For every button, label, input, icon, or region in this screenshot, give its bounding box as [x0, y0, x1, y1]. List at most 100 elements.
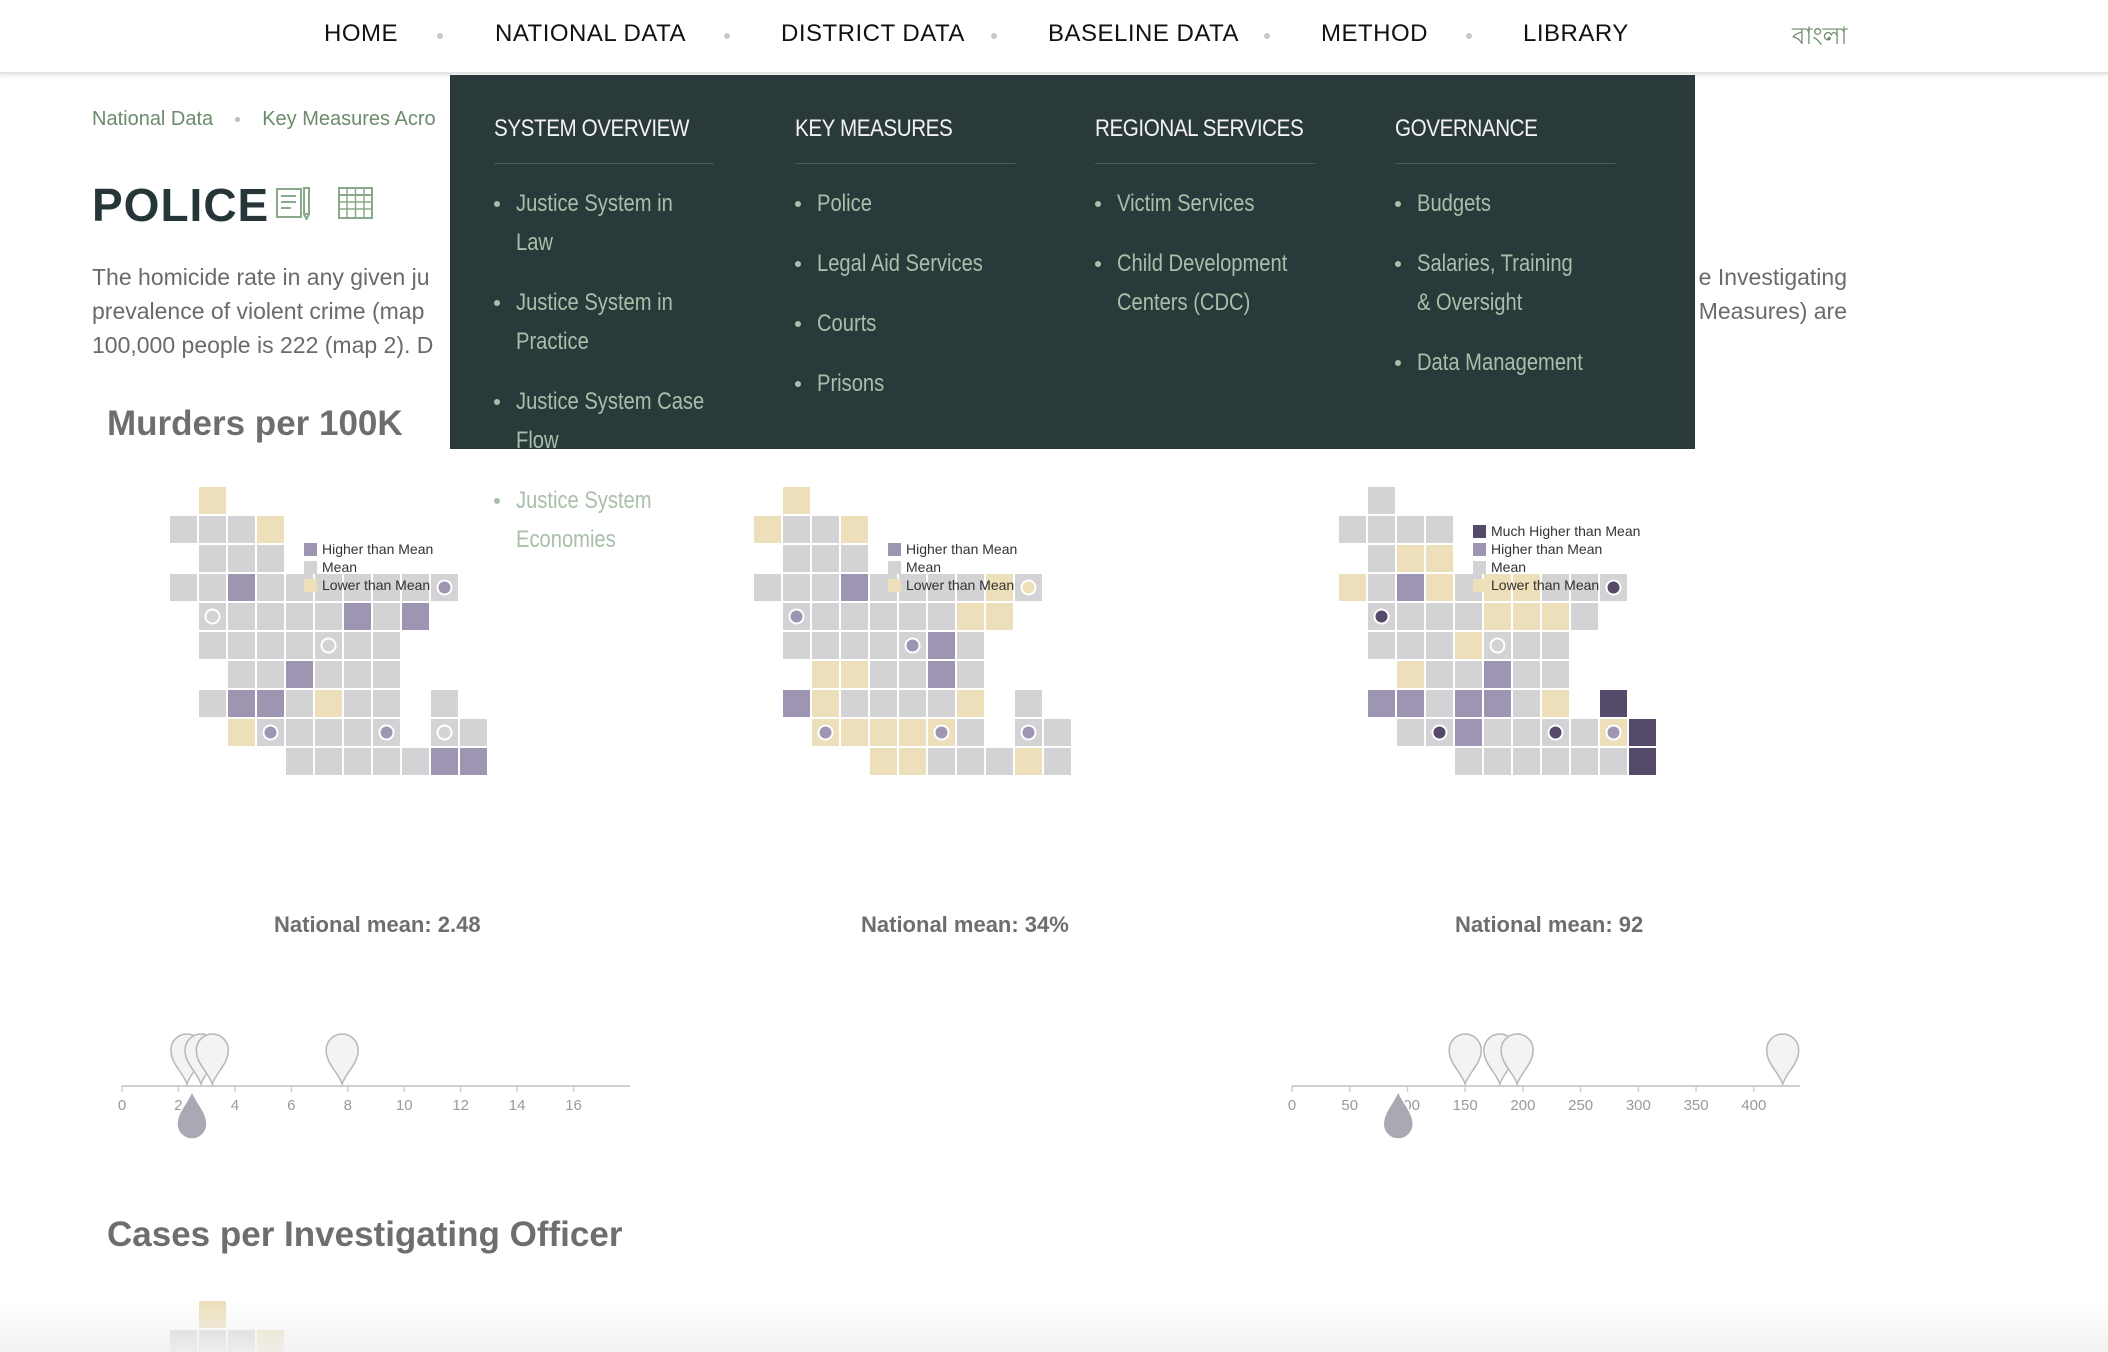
table-icon[interactable] — [338, 186, 374, 220]
district-value-pin[interactable] — [1765, 1033, 1800, 1087]
district-tile[interactable] — [315, 690, 342, 717]
district-tile[interactable] — [928, 632, 955, 659]
district-tile[interactable] — [870, 690, 897, 717]
district-tile[interactable] — [899, 603, 926, 630]
district-tile[interactable] — [257, 632, 284, 659]
district-tile[interactable] — [286, 719, 313, 746]
division-marker[interactable] — [817, 724, 834, 741]
district-tile[interactable] — [286, 748, 313, 775]
district-tile[interactable] — [986, 748, 1013, 775]
district-tile[interactable] — [1484, 603, 1511, 630]
district-tile[interactable] — [1513, 632, 1540, 659]
district-tile[interactable] — [402, 748, 429, 775]
menu-item-justice-system-in-law[interactable]: Justice System in Law — [494, 184, 750, 262]
menu-item-justice-system-case-flow[interactable]: Justice System Case Flow — [494, 382, 750, 460]
breadcrumb-key-measures[interactable]: Key Measures Acro — [262, 108, 436, 130]
district-tile[interactable] — [1368, 632, 1395, 659]
national-mean-marker[interactable] — [176, 1088, 208, 1140]
division-marker[interactable] — [1547, 724, 1564, 741]
district-tile[interactable] — [228, 661, 255, 688]
district-tile[interactable] — [228, 719, 255, 746]
district-tile[interactable] — [1629, 719, 1656, 746]
district-tile[interactable] — [1339, 516, 1366, 543]
district-tile[interactable] — [170, 516, 197, 543]
district-tile[interactable] — [1542, 748, 1569, 775]
district-tile[interactable] — [841, 690, 868, 717]
district-tile[interactable] — [1542, 603, 1569, 630]
district-tile[interactable] — [812, 632, 839, 659]
district-tile[interactable] — [315, 661, 342, 688]
district-tile[interactable] — [1542, 690, 1569, 717]
district-tile[interactable] — [957, 748, 984, 775]
district-tile[interactable] — [1368, 545, 1395, 572]
district-tile[interactable] — [1397, 632, 1424, 659]
district-tile[interactable] — [957, 574, 984, 601]
district-tile[interactable] — [1571, 748, 1598, 775]
division-marker[interactable] — [1020, 579, 1037, 596]
district-tile[interactable] — [1455, 748, 1482, 775]
district-tile[interactable] — [783, 545, 810, 572]
district-tile[interactable] — [870, 719, 897, 746]
breadcrumb-national-data[interactable]: National Data — [92, 108, 214, 130]
district-tile[interactable] — [257, 603, 284, 630]
district-tile[interactable] — [1600, 690, 1627, 717]
district-tile[interactable] — [402, 603, 429, 630]
district-tile[interactable] — [1426, 516, 1453, 543]
district-tile[interactable] — [199, 574, 226, 601]
district-tile[interactable] — [1455, 603, 1482, 630]
district-tile[interactable] — [783, 690, 810, 717]
district-tile[interactable] — [286, 661, 313, 688]
district-tile[interactable] — [841, 603, 868, 630]
district-tile[interactable] — [286, 632, 313, 659]
district-tile[interactable] — [1571, 603, 1598, 630]
district-tile[interactable] — [1542, 632, 1569, 659]
district-tile[interactable] — [1455, 719, 1482, 746]
district-tile[interactable] — [841, 719, 868, 746]
district-value-pin[interactable] — [1448, 1033, 1482, 1087]
district-tile[interactable] — [1426, 603, 1453, 630]
district-tile[interactable] — [754, 516, 781, 543]
district-tile[interactable] — [783, 516, 810, 543]
district-tile[interactable] — [812, 574, 839, 601]
district-tile[interactable] — [1513, 690, 1540, 717]
district-tile[interactable] — [402, 574, 429, 601]
district-tile[interactable] — [783, 487, 810, 514]
district-tile[interactable] — [1513, 603, 1540, 630]
district-tile[interactable] — [460, 719, 487, 746]
division-marker[interactable] — [1373, 608, 1390, 625]
nav-method[interactable]: METHOD — [1321, 20, 1428, 47]
district-tile[interactable] — [199, 690, 226, 717]
district-tile[interactable] — [199, 545, 226, 572]
district-tile[interactable] — [1426, 661, 1453, 688]
district-tile[interactable] — [344, 690, 371, 717]
district-tile[interactable] — [841, 632, 868, 659]
division-marker[interactable] — [262, 724, 279, 741]
district-tile[interactable] — [986, 574, 1013, 601]
district-tile[interactable] — [1397, 661, 1424, 688]
district-tile[interactable] — [373, 603, 400, 630]
menu-item-justice-system-economies[interactable]: Justice System Economies — [494, 481, 750, 559]
division-marker[interactable] — [1020, 724, 1037, 741]
district-tile[interactable] — [1397, 545, 1424, 572]
district-tile[interactable] — [1455, 632, 1482, 659]
district-tile[interactable] — [1571, 574, 1598, 601]
district-tile[interactable] — [1629, 748, 1656, 775]
district-tile[interactable] — [899, 661, 926, 688]
district-tile[interactable] — [228, 516, 255, 543]
district-tile[interactable] — [928, 661, 955, 688]
district-tile[interactable] — [899, 719, 926, 746]
district-tile[interactable] — [315, 719, 342, 746]
district-tile[interactable] — [899, 748, 926, 775]
district-tile[interactable] — [899, 690, 926, 717]
district-tile[interactable] — [344, 603, 371, 630]
division-marker[interactable] — [1605, 579, 1622, 596]
district-tile[interactable] — [257, 545, 284, 572]
district-tile[interactable] — [754, 574, 781, 601]
district-tile[interactable] — [257, 661, 284, 688]
district-tile[interactable] — [957, 661, 984, 688]
district-tile[interactable] — [373, 748, 400, 775]
menu-item-prisons[interactable]: Prisons — [795, 364, 1051, 403]
district-tile[interactable] — [315, 748, 342, 775]
district-tile[interactable] — [783, 632, 810, 659]
nav-national-data[interactable]: NATIONAL DATA — [495, 20, 686, 47]
